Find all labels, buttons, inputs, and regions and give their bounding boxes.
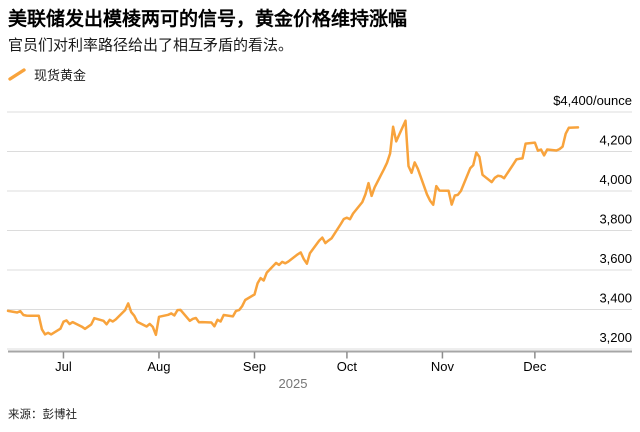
x-axis-month-label: Oct — [337, 359, 358, 374]
x-axis-month-label: Jul — [55, 359, 72, 374]
x-axis-month-label: Aug — [147, 359, 170, 374]
legend-label: 现货黄金 — [34, 67, 87, 83]
y-axis-tick-label: $4,400/ounce — [553, 93, 632, 108]
y-axis-tick-label: 3,400 — [599, 291, 632, 306]
page-subtitle: 官员们对利率路径给出了相互矛盾的看法。 — [8, 37, 294, 54]
x-axis-month-label: Dec — [523, 359, 547, 374]
x-axis-month-label: Nov — [431, 359, 455, 374]
y-axis-tick-label: 3,800 — [599, 212, 632, 227]
y-axis-tick-label: 4,200 — [599, 133, 632, 148]
source-attribution: 来源：彭博社 — [8, 409, 77, 421]
legend: 现货黄金 — [8, 66, 87, 83]
spot-gold-line-marker-icon — [8, 67, 26, 81]
x-axis-month-label: Sep — [243, 359, 266, 374]
y-axis-tick-label: 4,000 — [599, 172, 632, 187]
y-axis-tick-label: 3,200 — [599, 330, 632, 345]
spot-gold-price-line — [6, 119, 580, 337]
x-axis-year-label: 2025 — [279, 376, 308, 391]
spot-gold-price-chart: $4,400/ounce 4,200 4,000 3,800 3,600 3,400 3,2… — [6, 93, 632, 391]
y-axis-tick-label: 3,600 — [599, 251, 632, 266]
page-title: 美联储发出模棱两可的信号，黄金价格维持涨幅 — [8, 9, 408, 30]
